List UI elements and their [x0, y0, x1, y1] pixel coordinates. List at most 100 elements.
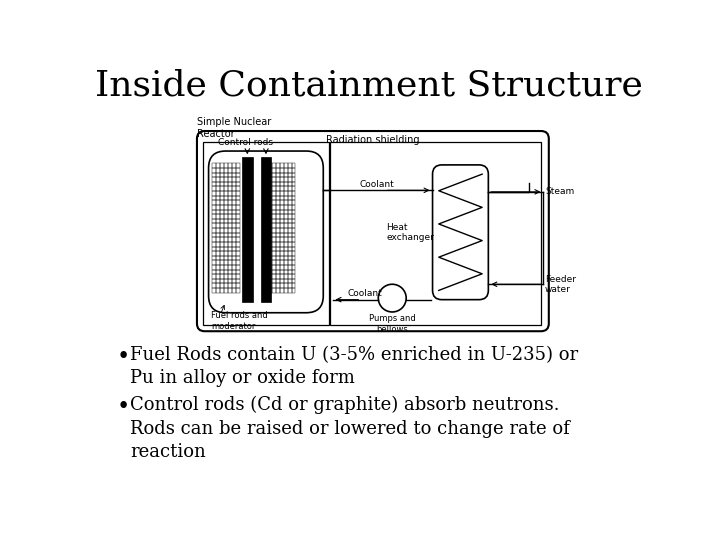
Bar [287, 219, 292, 224]
Bar [216, 247, 220, 251]
Bar [280, 210, 284, 214]
Bar [220, 200, 224, 205]
Bar [292, 260, 295, 265]
Bar [292, 265, 295, 269]
Bar [269, 224, 272, 228]
Bar [276, 260, 280, 265]
Bar [292, 214, 295, 219]
Bar [280, 173, 284, 177]
Bar [232, 205, 235, 210]
Bar [232, 210, 235, 214]
Bar [232, 251, 235, 256]
Bar [276, 279, 280, 284]
Bar [212, 168, 216, 173]
Bar [280, 219, 284, 224]
Bar [235, 279, 240, 284]
Bar [276, 214, 280, 219]
Bar [216, 177, 220, 182]
Bar [287, 251, 292, 256]
Bar [235, 205, 240, 210]
Bar [228, 164, 232, 168]
Bar [287, 205, 292, 210]
Bar [292, 279, 295, 284]
Bar [232, 168, 235, 173]
Bar [284, 214, 287, 219]
Bar [228, 200, 232, 205]
Bar [280, 247, 284, 251]
Bar [284, 219, 287, 224]
Bar [228, 205, 232, 210]
Bar [235, 177, 240, 182]
Bar [220, 274, 224, 279]
Bar [292, 177, 295, 182]
Bar [228, 269, 232, 274]
Bar [272, 186, 276, 191]
Bar [269, 168, 272, 173]
Bar [232, 186, 235, 191]
Bar [272, 247, 276, 251]
Text: Steam: Steam [545, 187, 574, 197]
Bar [292, 242, 295, 247]
Bar [232, 228, 235, 233]
Bar [276, 210, 280, 214]
Bar [220, 195, 224, 200]
Bar [269, 256, 272, 260]
Bar [220, 265, 224, 269]
Bar [232, 260, 235, 265]
Bar [216, 288, 220, 293]
Bar [287, 269, 292, 274]
Bar [272, 233, 276, 237]
Bar [280, 288, 284, 293]
Bar [287, 200, 292, 205]
Bar [228, 247, 232, 251]
Bar [292, 168, 295, 173]
Bar [224, 182, 228, 186]
Bar [287, 247, 292, 251]
Bar [284, 237, 287, 242]
Bar [272, 200, 276, 205]
Bar [235, 274, 240, 279]
Bar [216, 265, 220, 269]
Bar [224, 251, 228, 256]
Bar [287, 164, 292, 168]
Bar [228, 210, 232, 214]
Bar [272, 224, 276, 228]
Bar [276, 242, 280, 247]
Bar [287, 265, 292, 269]
Bar [220, 269, 224, 274]
Bar [220, 284, 224, 288]
Bar [287, 260, 292, 265]
Bar [284, 251, 287, 256]
Bar [330, 142, 541, 325]
Bar [276, 269, 280, 274]
Bar [224, 191, 228, 195]
Bar [269, 164, 272, 168]
Bar [284, 195, 287, 200]
Bar [269, 186, 272, 191]
Bar [212, 186, 216, 191]
Bar [272, 260, 276, 265]
Bar [292, 195, 295, 200]
Bar [212, 224, 216, 228]
Bar [212, 195, 216, 200]
Bar [272, 191, 276, 195]
Bar [284, 269, 287, 274]
Bar [232, 237, 235, 242]
Bar [272, 173, 276, 177]
Bar [284, 265, 287, 269]
Text: Pumps and
bellows: Pumps and bellows [369, 314, 415, 334]
Bar [276, 247, 280, 251]
Bar [292, 210, 295, 214]
Bar [272, 269, 276, 274]
Bar [276, 256, 280, 260]
Bar [216, 195, 220, 200]
Bar [235, 219, 240, 224]
Bar [235, 210, 240, 214]
Bar [235, 256, 240, 260]
Bar [292, 191, 295, 195]
Bar [224, 205, 228, 210]
Bar [287, 210, 292, 214]
Bar [232, 214, 235, 219]
Bar [216, 233, 220, 237]
Bar [220, 251, 224, 256]
